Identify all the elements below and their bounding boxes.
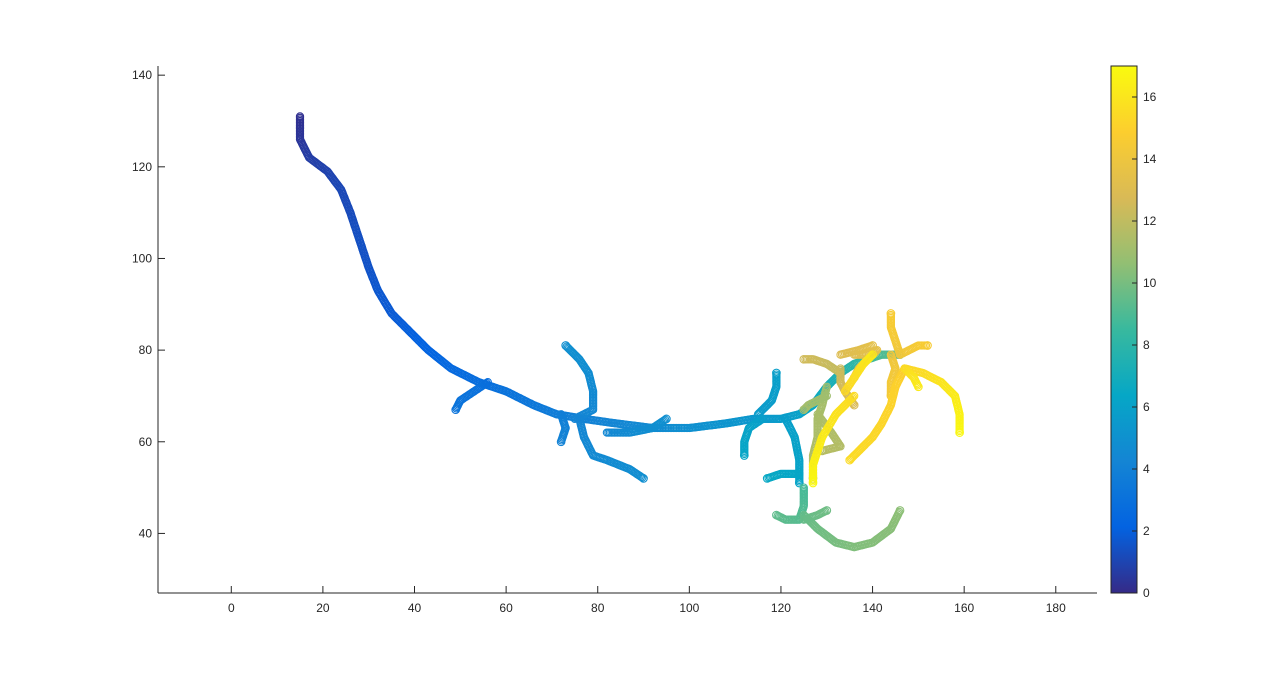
x-tick-label: 100: [679, 601, 699, 615]
data-point: [821, 507, 830, 516]
data-point: [913, 381, 922, 390]
data-point: [451, 405, 461, 415]
data-point: [659, 416, 669, 425]
data-point: [808, 478, 818, 488]
colorbar-tick-label: 0: [1143, 586, 1150, 600]
colorbar-tick-label: 4: [1143, 462, 1150, 476]
colorbar-tick-label: 14: [1143, 152, 1157, 166]
colorbar-tick-label: 16: [1143, 90, 1157, 104]
data-point: [562, 342, 571, 351]
data-point: [895, 507, 904, 517]
data-point: [846, 454, 855, 464]
data-point: [848, 452, 857, 462]
data-point: [636, 472, 646, 481]
data-point: [799, 354, 809, 364]
colorbar-tick-label: 10: [1143, 276, 1157, 290]
plot-area: [157, 66, 1097, 594]
y-tick-label: 140: [132, 68, 152, 82]
data-markers: [295, 112, 964, 552]
data-point: [865, 353, 874, 362]
data-point: [923, 341, 932, 350]
data-point: [561, 341, 571, 350]
data-point: [563, 343, 572, 352]
data-point: [799, 405, 809, 415]
data-point: [452, 404, 461, 413]
data-point: [639, 474, 648, 483]
data-point: [845, 455, 855, 465]
colorbar-gradient: [1110, 65, 1138, 594]
data-point: [866, 352, 875, 361]
data-point: [802, 402, 811, 412]
data-point: [762, 474, 772, 483]
data-point: [773, 511, 782, 520]
data-point: [661, 415, 670, 424]
data-point: [868, 350, 877, 360]
data-point: [800, 404, 809, 413]
y-tick-label: 80: [139, 343, 153, 357]
x-tick-label: 160: [954, 601, 974, 615]
data-point: [772, 368, 781, 378]
colorbar-tick-label: 8: [1143, 338, 1150, 352]
data-point: [868, 341, 877, 350]
data-point: [564, 344, 573, 353]
x-tick-label: 0: [228, 601, 235, 615]
x-tick-label: 60: [499, 601, 513, 615]
data-point: [556, 437, 566, 447]
colorbar-tick-label: 2: [1143, 524, 1150, 538]
data-point: [772, 510, 781, 520]
y-tick-label: 60: [139, 435, 153, 449]
data-point: [847, 453, 856, 463]
x-axis: 0 20 40 60 80 100 120 140 160 180: [228, 586, 1066, 615]
x-tick-label: 80: [591, 601, 605, 615]
data-point: [638, 473, 647, 482]
y-tick-label: 100: [132, 251, 152, 265]
colorbar-tick-label: 6: [1143, 400, 1150, 414]
data-point: [822, 506, 832, 515]
data-point: [794, 478, 804, 488]
x-tick-label: 40: [408, 601, 422, 615]
data-point: [914, 382, 923, 392]
data-point: [847, 361, 856, 370]
x-tick-label: 120: [771, 601, 791, 615]
data-point: [886, 309, 896, 318]
x-tick-label: 180: [1046, 601, 1066, 615]
x-tick-label: 20: [316, 601, 330, 615]
y-tick-label: 120: [132, 160, 152, 174]
x-tick-label: 140: [863, 601, 883, 615]
colorbar-tick-label: 12: [1143, 214, 1157, 228]
data-point: [867, 351, 876, 360]
data-point: [955, 428, 964, 437]
data-point: [801, 403, 810, 413]
y-tick-label: 40: [139, 526, 153, 540]
colorbar: 0 2 4 6 8 10 12 14 16: [1110, 65, 1157, 600]
y-axis: 40 60 80 100 120 140: [132, 68, 165, 540]
data-point: [662, 414, 671, 424]
data-point: [895, 506, 905, 515]
data-point: [739, 451, 749, 460]
